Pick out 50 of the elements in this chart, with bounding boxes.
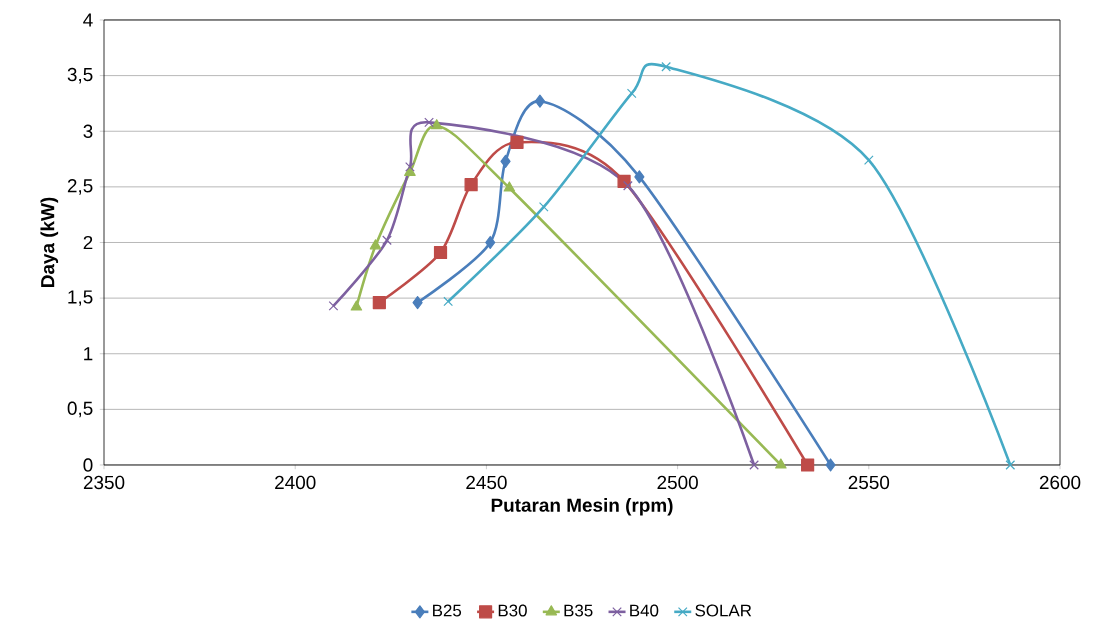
x-tick-label: 2500 (657, 475, 698, 490)
y-tick-label: 3,5 (67, 67, 93, 84)
point (623, 180, 633, 191)
point (534, 94, 546, 108)
point (801, 458, 815, 472)
point (430, 119, 443, 130)
point (382, 235, 392, 246)
point (433, 245, 448, 260)
point (825, 458, 836, 472)
point (485, 235, 496, 250)
point (424, 117, 434, 128)
y-axis-title: Daya (kW) (40, 197, 59, 287)
point (634, 170, 645, 184)
point (350, 300, 363, 311)
y-tick-label: 2 (83, 235, 93, 250)
x-tick-label: 2550 (848, 475, 890, 490)
point (369, 239, 382, 250)
y-tick-label: 1,5 (68, 290, 93, 306)
point (464, 178, 478, 192)
y-tick-label: 1 (84, 347, 93, 361)
point (443, 296, 454, 307)
point (405, 161, 415, 172)
point (412, 295, 423, 310)
point (538, 202, 549, 212)
point (661, 61, 671, 72)
point (749, 460, 759, 470)
legend-label: B40 (630, 604, 659, 617)
y-tick-label: 4 (83, 13, 93, 27)
y-tick-label: 3 (83, 124, 93, 138)
x-tick-label: 2600 (1039, 475, 1081, 490)
point (328, 301, 339, 311)
point (775, 458, 787, 469)
point (503, 181, 516, 192)
point (372, 295, 386, 310)
legend-label: B25 (433, 604, 462, 617)
x-axis-title: Putaran Mesin (rpm) (491, 497, 673, 516)
x-tick-label: 2350 (83, 475, 125, 490)
x-tick-label: 2450 (466, 475, 507, 490)
point (626, 88, 637, 99)
y-tick-label: 0,5 (67, 401, 93, 418)
legend-label: B35 (564, 604, 593, 617)
point (510, 135, 524, 149)
point (500, 154, 511, 168)
y-tick-label: 2,5 (67, 179, 93, 195)
point (1005, 460, 1016, 470)
legend-label: B30 (498, 604, 527, 617)
legend-label: SOLAR (695, 604, 752, 617)
x-tick-label: 2400 (275, 475, 316, 490)
point (863, 155, 874, 165)
y-tick-label: 0 (83, 458, 93, 472)
